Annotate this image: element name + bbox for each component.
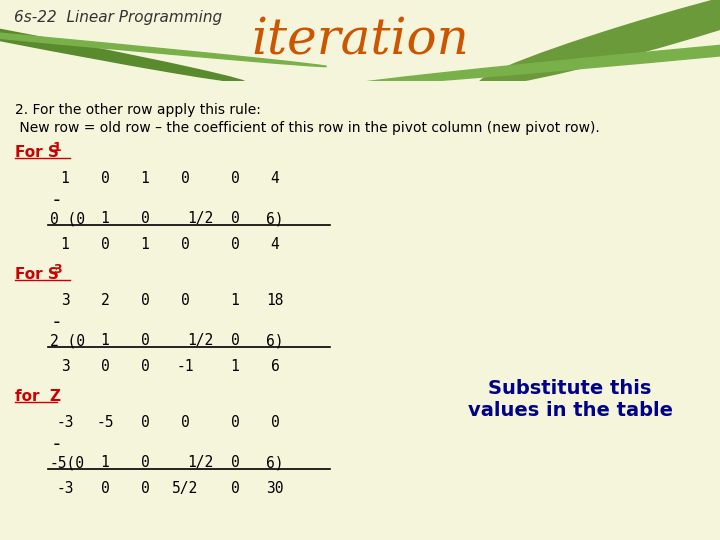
Text: For S: For S <box>15 267 59 282</box>
Text: -5(0: -5(0 <box>50 455 85 470</box>
Text: for  Z: for Z <box>15 389 61 404</box>
Text: 0: 0 <box>230 211 239 226</box>
Text: 2: 2 <box>101 293 109 308</box>
Text: 0: 0 <box>181 415 189 430</box>
Text: 3: 3 <box>60 293 69 308</box>
Text: 0: 0 <box>140 481 149 496</box>
Text: 1: 1 <box>230 293 239 308</box>
Text: 0: 0 <box>230 481 239 496</box>
Text: 0: 0 <box>140 455 149 470</box>
Text: 0: 0 <box>101 481 109 496</box>
Text: -5: -5 <box>96 415 114 430</box>
Text: 0: 0 <box>140 415 149 430</box>
Text: 0: 0 <box>140 293 149 308</box>
Ellipse shape <box>0 15 326 66</box>
Text: 6): 6) <box>266 333 284 348</box>
Text: 6: 6 <box>271 359 279 374</box>
Text: -: - <box>51 435 63 454</box>
Text: -: - <box>51 191 63 210</box>
Text: iteration: iteration <box>251 16 469 65</box>
Text: -3: -3 <box>56 481 73 496</box>
Text: 6): 6) <box>266 455 284 470</box>
Text: 30: 30 <box>266 481 284 496</box>
Text: For S: For S <box>15 145 59 160</box>
Text: 1/2: 1/2 <box>187 211 213 226</box>
Ellipse shape <box>0 0 246 83</box>
Text: 0: 0 <box>230 237 239 252</box>
Text: 2 (0: 2 (0 <box>50 333 85 348</box>
Text: 0: 0 <box>271 415 279 430</box>
Text: 1: 1 <box>53 141 62 154</box>
Text: 1/2: 1/2 <box>187 333 213 348</box>
Text: 1/2: 1/2 <box>187 455 213 470</box>
Text: 0: 0 <box>181 237 189 252</box>
Text: 0: 0 <box>230 333 239 348</box>
Text: 18: 18 <box>266 293 284 308</box>
Text: Substitute this
values in the table: Substitute this values in the table <box>467 380 672 421</box>
Text: 0: 0 <box>101 171 109 186</box>
Text: 1: 1 <box>60 237 69 252</box>
Text: 0: 0 <box>140 359 149 374</box>
Text: -: - <box>51 313 63 332</box>
Text: 0: 0 <box>230 455 239 470</box>
Text: 1: 1 <box>101 455 109 470</box>
Text: -3: -3 <box>56 415 73 430</box>
Text: -1: -1 <box>176 359 194 374</box>
Text: 2. For the other row apply this rule:: 2. For the other row apply this rule: <box>15 103 261 117</box>
Text: 6s-22  Linear Programming: 6s-22 Linear Programming <box>14 10 222 25</box>
Text: 0: 0 <box>140 211 149 226</box>
Text: 4: 4 <box>271 171 279 186</box>
Text: 0: 0 <box>140 333 149 348</box>
Text: 0: 0 <box>101 359 109 374</box>
Ellipse shape <box>339 19 720 86</box>
Text: 0: 0 <box>230 415 239 430</box>
Text: 1: 1 <box>140 171 149 186</box>
Text: 5/2: 5/2 <box>172 481 198 496</box>
Text: 1: 1 <box>140 237 149 252</box>
Text: 1: 1 <box>60 171 69 186</box>
Text: 0 (0: 0 (0 <box>50 211 85 226</box>
Text: 3: 3 <box>60 359 69 374</box>
Text: 0: 0 <box>181 171 189 186</box>
Text: New row = old row – the coefficient of this row in the pivot column (new pivot r: New row = old row – the coefficient of t… <box>15 121 600 135</box>
Text: 0: 0 <box>101 237 109 252</box>
Text: 6): 6) <box>266 211 284 226</box>
Text: 1: 1 <box>230 359 239 374</box>
Text: 0: 0 <box>230 171 239 186</box>
Text: 0: 0 <box>181 293 189 308</box>
Text: 3: 3 <box>53 263 62 276</box>
Text: 1: 1 <box>101 211 109 226</box>
Text: 1: 1 <box>101 333 109 348</box>
Ellipse shape <box>479 0 720 85</box>
Text: 4: 4 <box>271 237 279 252</box>
